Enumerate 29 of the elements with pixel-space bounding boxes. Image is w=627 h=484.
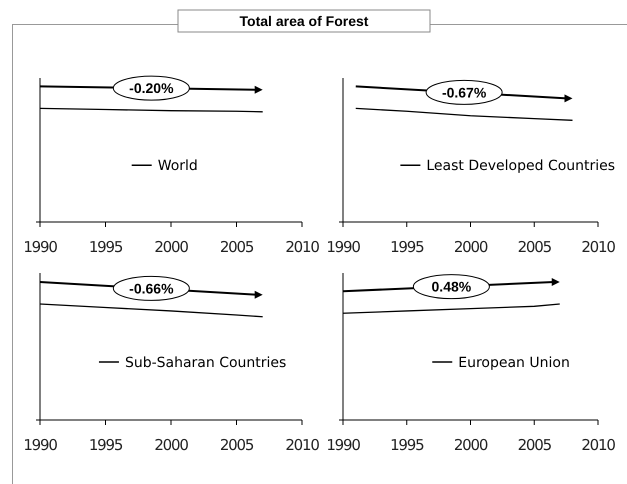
x-tick-label: 2000 [154, 238, 188, 256]
chart-title: Total area of Forest [240, 13, 369, 29]
x-tick-label: 2010 [581, 436, 616, 454]
x-tick-label: 2010 [581, 238, 616, 256]
x-tick-label: 1990 [23, 436, 58, 454]
x-tick-label: 1995 [88, 238, 123, 256]
legend-label: European Union [458, 355, 570, 371]
x-tick-label: 1990 [326, 238, 360, 256]
x-tick-label: 1990 [23, 238, 58, 256]
x-tick-label: 2010 [285, 436, 320, 454]
x-tick-label: 2005 [220, 238, 254, 256]
x-tick-label: 2005 [518, 238, 552, 256]
x-tick-label: 1995 [88, 436, 123, 454]
text: -0.66% [129, 280, 174, 296]
x-tick-label: 2005 [220, 436, 254, 454]
x-tick-label: 1990 [326, 436, 360, 454]
x-tick-label: 1995 [390, 238, 424, 256]
text: -0.20% [129, 80, 174, 96]
legend-label: Least Developed Countries [426, 158, 616, 174]
text: 0.48% [432, 278, 472, 295]
x-tick-label: 2005 [518, 436, 552, 454]
legend-label: Sub-Saharan Countries [124, 355, 286, 371]
text: -0.67% [442, 84, 487, 100]
x-tick-label: 2000 [154, 436, 188, 454]
x-tick-label: 2010 [285, 238, 320, 256]
x-tick-label: 2000 [454, 436, 488, 454]
x-tick-label: 2000 [454, 238, 488, 256]
x-tick-label: 1995 [390, 436, 424, 454]
legend-label: World [158, 158, 198, 174]
